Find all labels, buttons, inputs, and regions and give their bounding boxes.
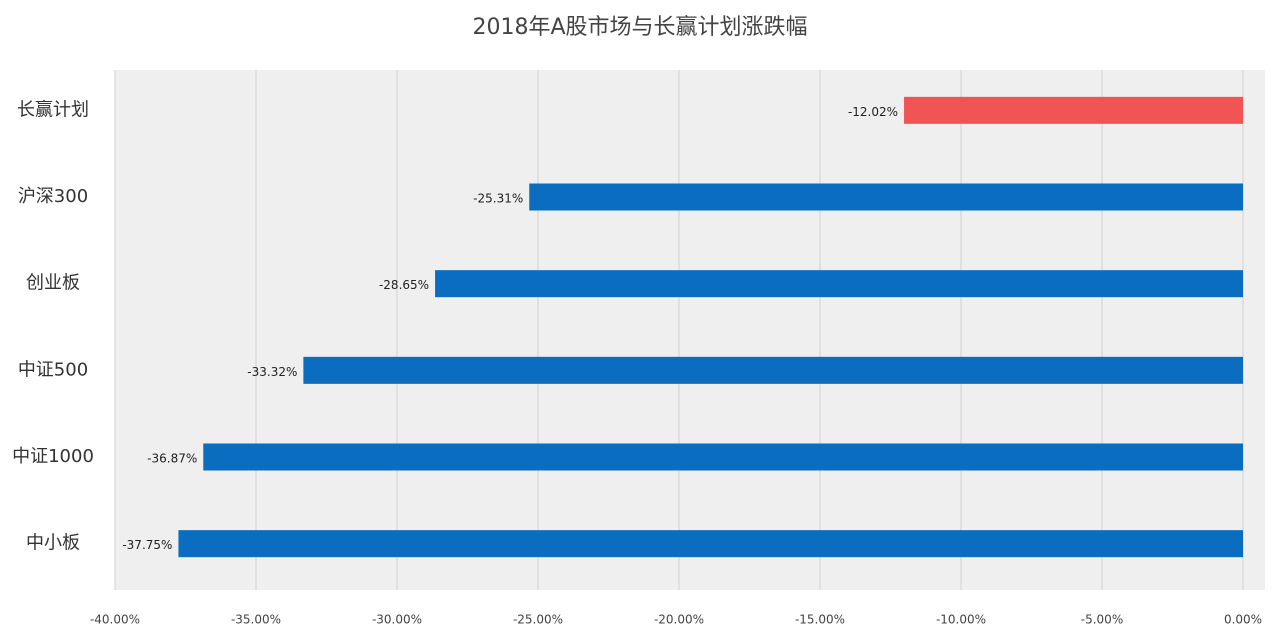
x-tick-label: -35.00%	[231, 613, 281, 627]
bar	[435, 270, 1243, 298]
x-tick-label: -40.00%	[90, 613, 140, 627]
plot-area	[115, 70, 1265, 590]
chart-title: 2018年A股市场与长赢计划涨跌幅	[472, 15, 807, 40]
x-tick-label: -30.00%	[372, 613, 422, 627]
bar	[303, 356, 1244, 384]
bar	[178, 530, 1244, 558]
y-tick-label: 长赢计划	[17, 98, 89, 120]
x-tick-label: -15.00%	[795, 613, 845, 627]
bar	[904, 96, 1243, 124]
y-tick-label: 中证500	[18, 359, 88, 380]
value-label: -12.02%	[848, 105, 898, 119]
value-label: -28.65%	[379, 278, 429, 292]
x-tick-label: -10.00%	[936, 613, 986, 627]
y-tick-label: 沪深300	[18, 186, 88, 207]
y-tick-label: 中证1000	[12, 446, 94, 467]
value-label: -37.75%	[122, 538, 172, 552]
y-tick-label: 中小板	[26, 533, 80, 554]
x-tick-label: -25.00%	[513, 613, 563, 627]
bar	[529, 183, 1243, 211]
y-tick-label: 创业板	[26, 273, 80, 294]
x-tick-label: -20.00%	[654, 613, 704, 627]
value-label: -36.87%	[147, 452, 197, 466]
x-tick-label: 0.00%	[1224, 613, 1262, 627]
x-tick-label: -5.00%	[1081, 613, 1123, 627]
value-label: -25.31%	[473, 192, 523, 206]
bar	[203, 443, 1244, 471]
value-label: -33.32%	[247, 365, 297, 379]
